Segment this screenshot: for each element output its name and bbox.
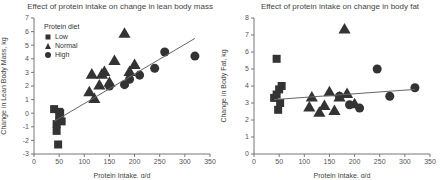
- svg-text:0: 0: [245, 150, 249, 157]
- svg-text:350: 350: [204, 158, 216, 165]
- svg-text:300: 300: [179, 158, 191, 165]
- svg-text:6: 6: [245, 48, 249, 55]
- svg-text:4: 4: [25, 55, 29, 62]
- svg-text:5: 5: [25, 42, 29, 49]
- svg-text:0: 0: [252, 158, 256, 165]
- svg-text:2: 2: [25, 82, 29, 89]
- svg-text:100: 100: [298, 158, 310, 165]
- html-text:Protein diet: Protein diet: [44, 23, 80, 30]
- svg-text:0: 0: [25, 110, 29, 117]
- svg-text:0: 0: [32, 158, 36, 165]
- svg-text:4: 4: [245, 82, 249, 89]
- svg-text:350: 350: [424, 158, 432, 165]
- svg-text:Change in Lean Body Mass, kg: Change in Lean Body Mass, kg: [8, 37, 9, 134]
- svg-text:1: 1: [25, 96, 29, 103]
- svg-text:-1: -1: [23, 123, 29, 130]
- svg-text:-3: -3: [23, 150, 29, 157]
- html-text:Low: Low: [55, 33, 68, 40]
- svg-text:250: 250: [374, 158, 386, 165]
- svg-text:150: 150: [324, 158, 336, 165]
- svg-text:8: 8: [245, 14, 249, 21]
- svg-text:Change in Body Fat, kg: Change in Body Fat, kg: [220, 49, 228, 122]
- svg-text:5: 5: [245, 65, 249, 72]
- svg-text:7: 7: [245, 31, 249, 38]
- svg-text:6: 6: [25, 28, 29, 35]
- svg-text:3: 3: [245, 99, 249, 106]
- svg-text:7: 7: [25, 14, 29, 21]
- svg-text:300: 300: [399, 158, 411, 165]
- html-text:Effect of protein intake on ch: Effect of protein intake on change in le…: [27, 2, 213, 11]
- html-text:Normal: Normal: [55, 42, 78, 49]
- svg-text:Protein Intake, g/d: Protein Intake, g/d: [314, 172, 371, 178]
- svg-text:200: 200: [349, 158, 361, 165]
- svg-text:Protein Intake, g/d: Protein Intake, g/d: [94, 172, 151, 178]
- svg-text:-2: -2: [23, 137, 29, 144]
- svg-text:1: 1: [245, 133, 249, 140]
- svg-text:250: 250: [154, 158, 166, 165]
- html-text:Effect of protein intake on ch: Effect of protein intake on change in bo…: [260, 2, 420, 11]
- html-text:High: High: [55, 51, 70, 58]
- svg-text:2: 2: [245, 116, 249, 123]
- svg-text:150: 150: [104, 158, 116, 165]
- svg-text:100: 100: [78, 158, 90, 165]
- svg-text:200: 200: [129, 158, 141, 165]
- svg-text:50: 50: [275, 158, 283, 165]
- svg-text:50: 50: [55, 158, 63, 165]
- svg-text:3: 3: [25, 69, 29, 76]
